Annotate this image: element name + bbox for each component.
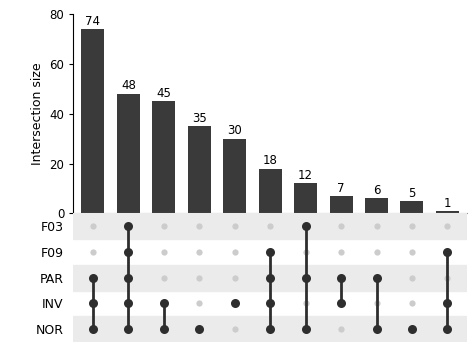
Text: 74: 74 <box>85 15 100 28</box>
Text: 30: 30 <box>228 124 242 138</box>
Text: 7: 7 <box>337 182 345 195</box>
Bar <box>73 265 467 291</box>
Bar <box>82 29 104 213</box>
Text: 12: 12 <box>298 169 313 182</box>
Bar <box>117 94 140 213</box>
Text: 1: 1 <box>444 196 451 210</box>
Bar <box>329 196 353 213</box>
Text: 5: 5 <box>408 187 416 200</box>
Bar <box>223 139 246 213</box>
Bar <box>436 211 459 213</box>
Bar <box>294 184 317 213</box>
Bar <box>188 126 211 213</box>
Text: 6: 6 <box>373 184 380 197</box>
Text: 45: 45 <box>156 87 171 100</box>
Bar <box>152 101 175 213</box>
Text: 35: 35 <box>192 112 207 125</box>
Y-axis label: Intersection size: Intersection size <box>31 62 44 165</box>
Bar <box>401 201 423 213</box>
Bar <box>365 199 388 213</box>
Bar <box>259 169 282 213</box>
Bar <box>73 213 467 239</box>
Text: 18: 18 <box>263 154 278 167</box>
Bar <box>73 316 467 342</box>
Text: 48: 48 <box>121 80 136 92</box>
